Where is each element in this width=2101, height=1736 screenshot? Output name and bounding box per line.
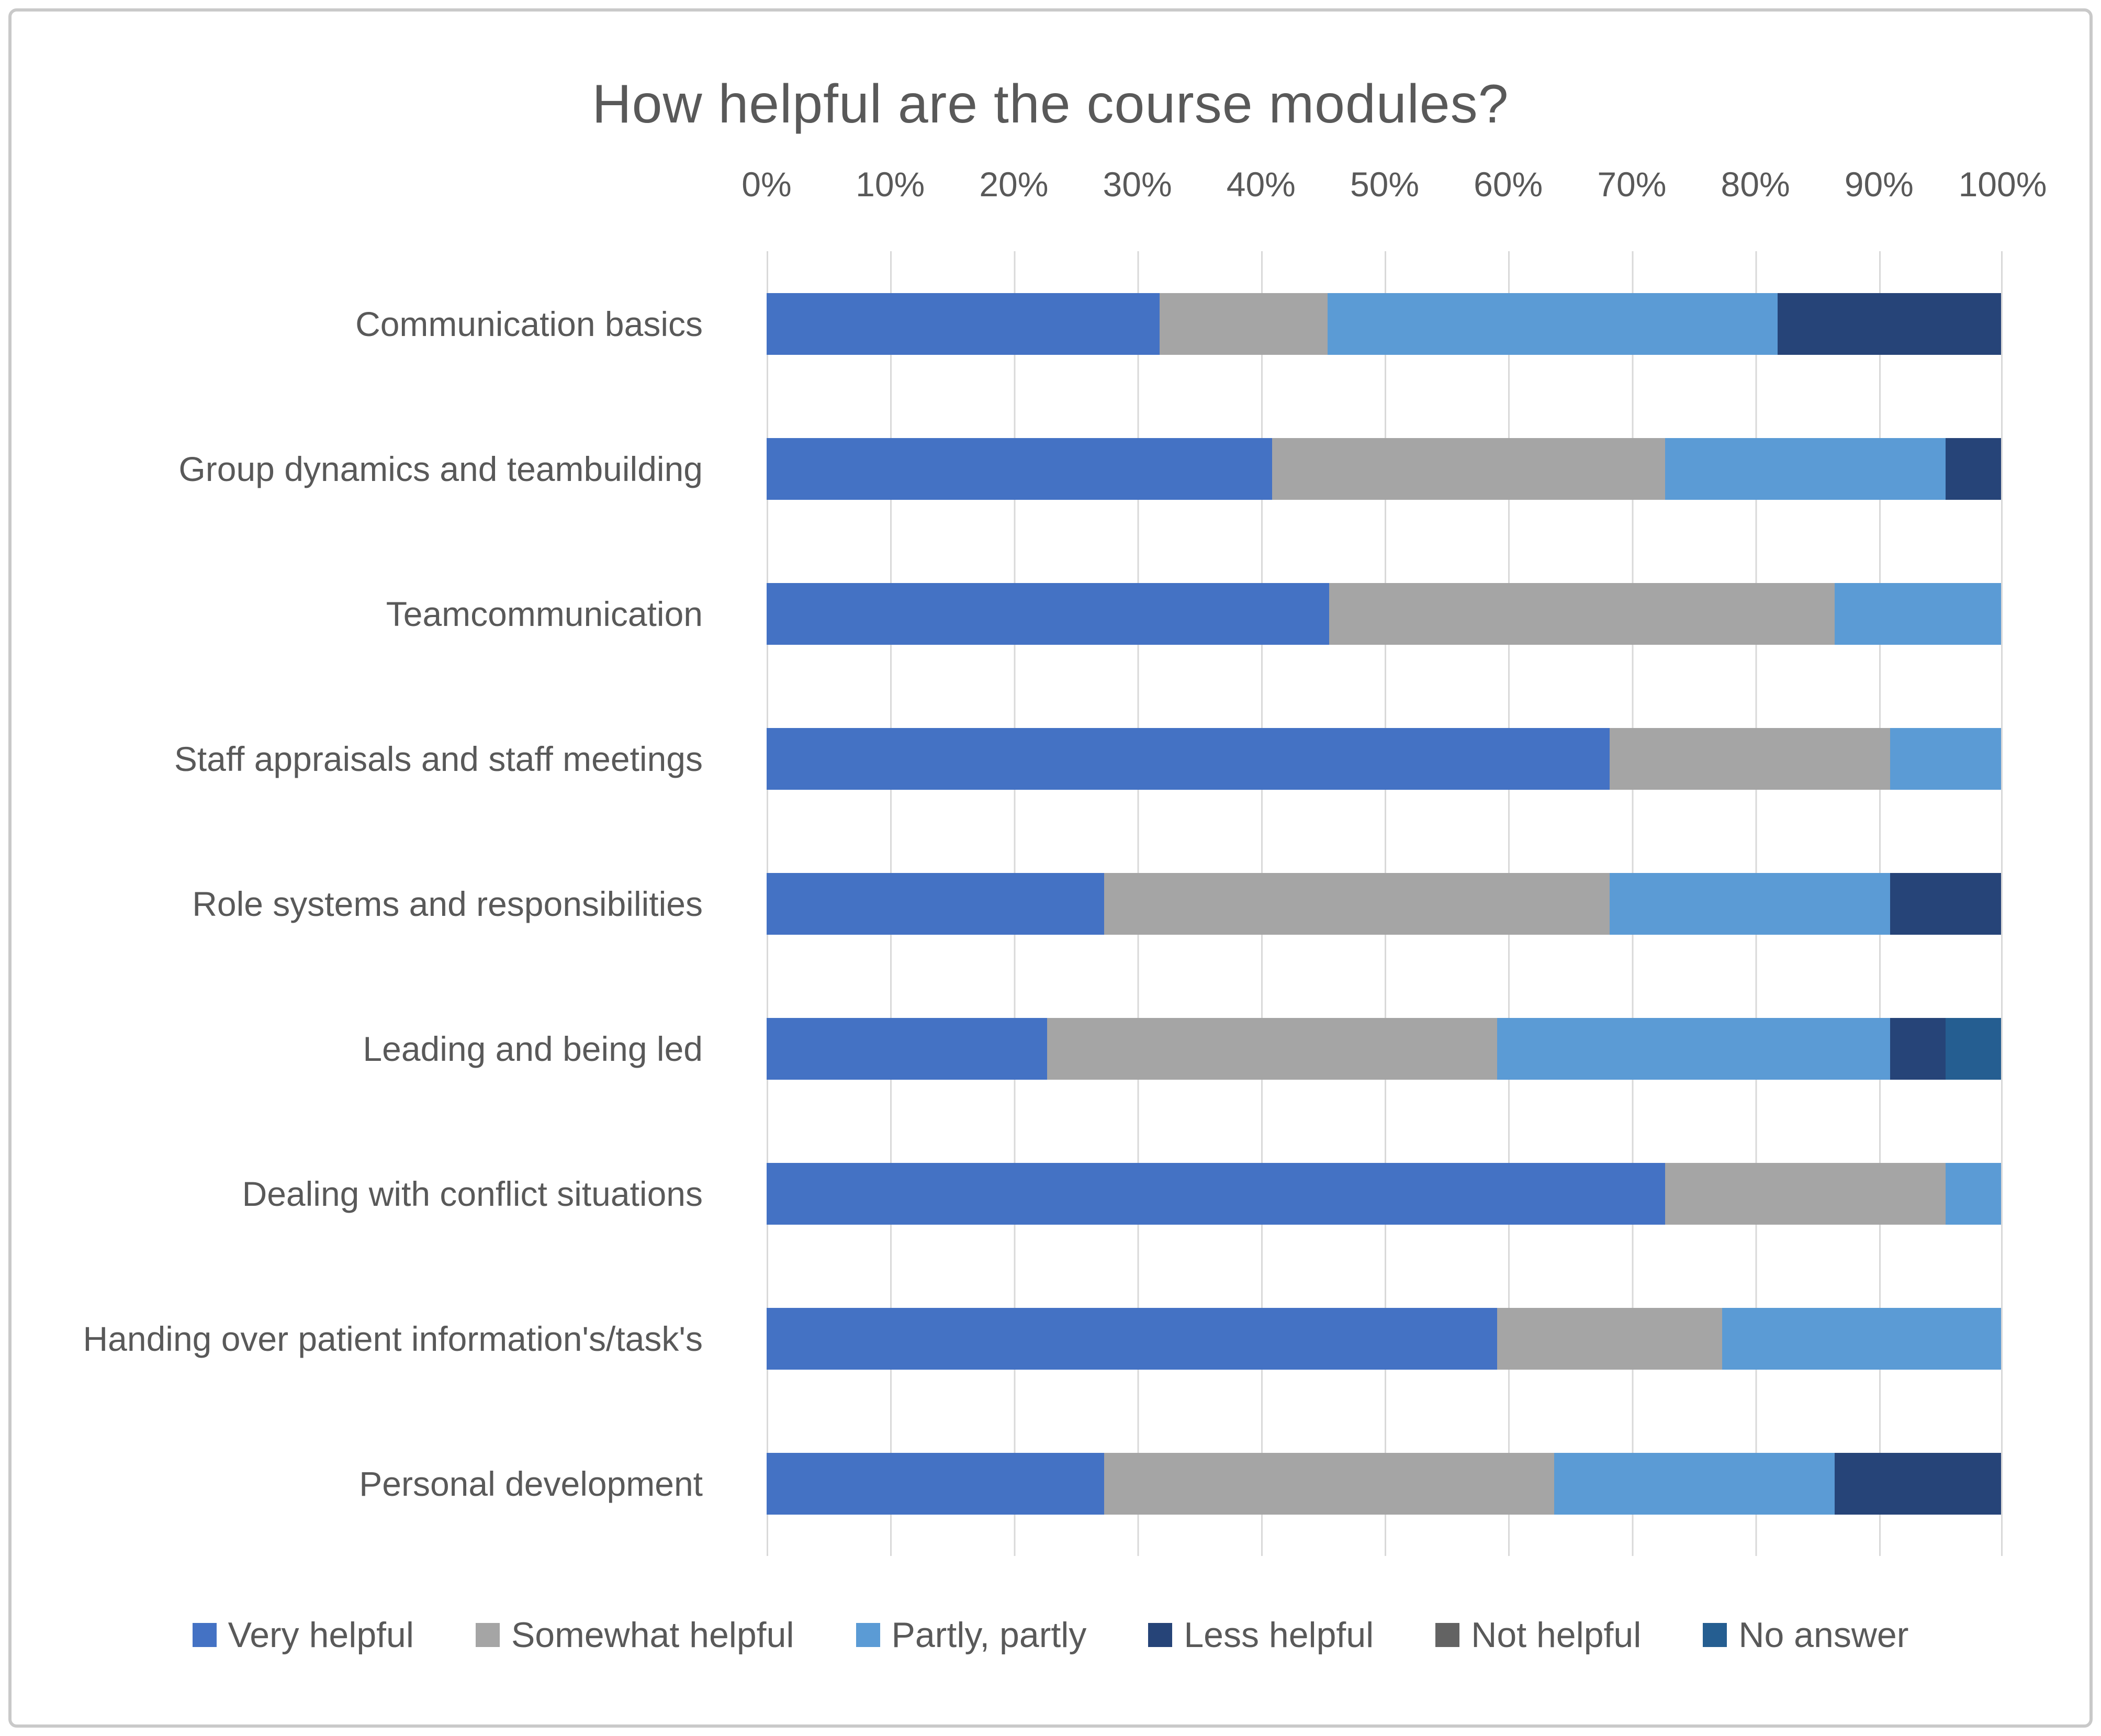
category-label: Teamcommunication xyxy=(386,594,703,633)
bar-segment-partly-partly xyxy=(1497,1017,1891,1080)
bar-segment-partly-partly xyxy=(1328,293,1778,355)
category-label: Staff appraisals and staff meetings xyxy=(174,739,703,778)
stacked-bar xyxy=(767,872,2003,935)
bar-segment-partly-partly xyxy=(1665,438,1946,500)
bar-segment-somewhat-helpful xyxy=(1047,1017,1497,1080)
bar-segment-less-helpful xyxy=(1890,872,2003,935)
legend-item-very-helpful: Very helpful xyxy=(192,1615,414,1655)
x-axis-tick: 30% xyxy=(1103,165,1172,204)
bar-segment-somewhat-helpful xyxy=(1160,293,1328,355)
category-axis: Communication basics Group dynamics and t… xyxy=(0,251,735,1556)
legend-label: No answer xyxy=(1738,1615,1909,1655)
x-axis-tick: 50% xyxy=(1350,165,1420,204)
chart-row xyxy=(767,1266,2003,1411)
bar-segment-very-helpful xyxy=(767,872,1104,935)
x-axis-tick: 20% xyxy=(979,165,1049,204)
x-axis-tick: 60% xyxy=(1474,165,1543,204)
bar-segment-partly-partly xyxy=(1946,1162,2002,1225)
bar-segment-partly-partly xyxy=(1609,872,1891,935)
chart-row xyxy=(767,1411,2003,1556)
bar-segment-very-helpful xyxy=(767,727,1610,790)
chart-row xyxy=(767,686,2003,831)
legend-item-somewhat-helpful: Somewhat helpful xyxy=(475,1615,794,1655)
x-axis-tick: 70% xyxy=(1597,165,1667,204)
x-axis-tick: 0% xyxy=(741,165,792,204)
legend-label: Partly, partly xyxy=(891,1615,1087,1655)
chart-row xyxy=(767,976,2003,1121)
stacked-bar xyxy=(767,1017,2003,1080)
chart-row xyxy=(767,541,2003,686)
legend-label: Not helpful xyxy=(1471,1615,1642,1655)
bar-segment-partly-partly xyxy=(1722,1307,2003,1370)
legend-label: Somewhat helpful xyxy=(511,1615,794,1655)
stacked-bar xyxy=(767,1307,2003,1370)
legend-swatch-icon xyxy=(1435,1623,1460,1647)
bar-segment-less-helpful xyxy=(1778,293,2003,355)
chart-row xyxy=(767,831,2003,976)
stacked-bar xyxy=(767,438,2003,500)
bar-segment-very-helpful xyxy=(767,438,1273,500)
legend-item-partly-partly: Partly, partly xyxy=(856,1615,1087,1655)
bar-segment-very-helpful xyxy=(767,1162,1666,1225)
legend-swatch-icon xyxy=(192,1623,217,1647)
category-label: Communication basics xyxy=(355,304,703,343)
legend-item-not-helpful: Not helpful xyxy=(1435,1615,1641,1655)
bar-segment-partly-partly xyxy=(1834,583,2003,645)
bar-segment-less-helpful xyxy=(1834,1452,2003,1515)
bar-segment-less-helpful xyxy=(1890,1017,1946,1080)
x-axis-tick: 10% xyxy=(856,165,925,204)
x-axis-tick: 100% xyxy=(1958,165,2047,204)
bar-segment-partly-partly xyxy=(1554,1452,1835,1515)
legend-swatch-icon xyxy=(1148,1623,1173,1647)
bar-segment-very-helpful xyxy=(767,293,1160,355)
bar-segment-somewhat-helpful xyxy=(1104,872,1610,935)
x-axis-tick: 40% xyxy=(1226,165,1296,204)
bar-segment-somewhat-helpful xyxy=(1272,438,1666,500)
chart-title: How helpful are the course modules? xyxy=(592,74,1509,135)
bar-segment-no-answer xyxy=(1946,1017,2003,1080)
chart-row xyxy=(767,396,2003,541)
bar-segment-very-helpful xyxy=(767,1017,1048,1080)
bar-segment-somewhat-helpful xyxy=(1497,1307,1722,1370)
category-label: Role systems and responsibilities xyxy=(192,884,703,923)
x-axis-tick: 80% xyxy=(1721,165,1790,204)
bar-segment-very-helpful xyxy=(767,583,1329,645)
chart-row xyxy=(767,1121,2003,1266)
stacked-bar xyxy=(767,583,2003,645)
category-label: Leading and being led xyxy=(363,1029,703,1068)
stacked-bar xyxy=(767,1162,2003,1225)
legend-label: Less helpful xyxy=(1184,1615,1374,1655)
bar-segment-somewhat-helpful xyxy=(1329,583,1835,645)
stacked-bar xyxy=(767,1452,2003,1515)
legend-label: Very helpful xyxy=(228,1615,414,1655)
x-axis-ticks: 0% 10% 20% 30% 40% 50% 60% 70% 80% 90% 100% xyxy=(741,157,2047,204)
bar-segment-somewhat-helpful xyxy=(1665,1162,1946,1225)
stacked-bar xyxy=(767,727,2003,790)
legend: Very helpful Somewhat helpful Partly, part… xyxy=(0,1615,2101,1655)
bar-segment-less-helpful xyxy=(1946,438,2003,500)
category-label: Dealing with conflict situations xyxy=(242,1174,703,1213)
bar-segment-no-answer xyxy=(2001,1162,2003,1225)
legend-swatch-icon xyxy=(856,1623,880,1647)
x-axis-tick: 90% xyxy=(1844,165,1914,204)
stacked-bar xyxy=(767,293,2003,355)
bar-segment-somewhat-helpful xyxy=(1609,727,1891,790)
category-label: Personal development xyxy=(359,1464,703,1503)
chart-row xyxy=(767,251,2003,396)
category-label: Handing over patient information's/task'… xyxy=(83,1319,703,1358)
legend-item-less-helpful: Less helpful xyxy=(1148,1615,1374,1655)
plot-area xyxy=(767,251,2003,1556)
bar-segment-very-helpful xyxy=(767,1452,1104,1515)
bar-segment-somewhat-helpful xyxy=(1104,1452,1554,1515)
category-label: Group dynamics and teambuilding xyxy=(178,449,703,488)
bar-segment-partly-partly xyxy=(1890,727,2003,790)
legend-item-no-answer: No answer xyxy=(1703,1615,1908,1655)
legend-swatch-icon xyxy=(475,1623,500,1647)
legend-swatch-icon xyxy=(1703,1623,1727,1647)
bar-segment-very-helpful xyxy=(767,1307,1497,1370)
